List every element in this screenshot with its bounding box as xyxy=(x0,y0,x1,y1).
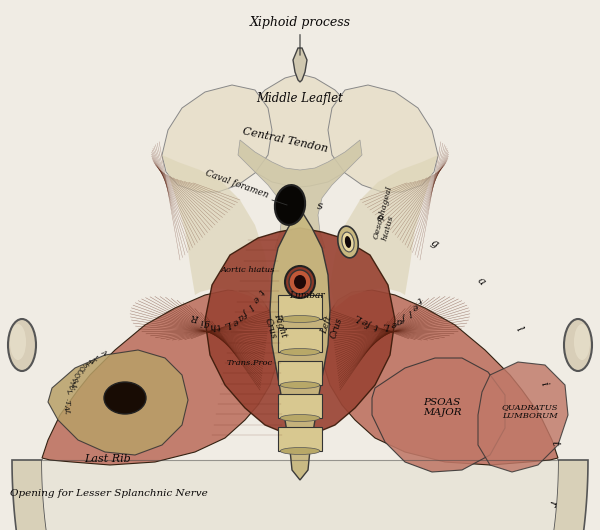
Text: a: a xyxy=(235,312,245,322)
Ellipse shape xyxy=(564,319,592,371)
Text: s: s xyxy=(317,201,324,211)
Text: t: t xyxy=(373,321,379,331)
Polygon shape xyxy=(12,460,588,530)
Text: O: O xyxy=(71,372,81,381)
Text: r: r xyxy=(546,500,557,507)
Text: Right
Crus: Right Crus xyxy=(262,313,288,342)
Text: Central Tendon: Central Tendon xyxy=(241,126,329,154)
Text: L: L xyxy=(63,408,71,413)
Text: e: e xyxy=(375,212,385,224)
Ellipse shape xyxy=(280,349,320,356)
Polygon shape xyxy=(372,358,505,472)
Polygon shape xyxy=(205,228,395,436)
Ellipse shape xyxy=(574,324,590,360)
Text: e: e xyxy=(230,316,239,326)
Ellipse shape xyxy=(10,324,26,360)
Text: f: f xyxy=(241,307,250,317)
Text: l: l xyxy=(514,324,524,333)
Text: t: t xyxy=(215,321,221,331)
Text: l: l xyxy=(247,302,254,311)
Text: l: l xyxy=(407,307,412,317)
Text: Trans.Proc: Trans.Proc xyxy=(227,359,273,367)
Text: A: A xyxy=(62,404,71,409)
Polygon shape xyxy=(293,48,307,82)
Text: Middle Leaflet: Middle Leaflet xyxy=(257,92,343,105)
Text: f: f xyxy=(401,312,407,322)
Text: A: A xyxy=(87,356,96,365)
Ellipse shape xyxy=(104,382,146,414)
Polygon shape xyxy=(162,155,270,308)
Ellipse shape xyxy=(275,185,305,225)
Polygon shape xyxy=(328,85,438,192)
Polygon shape xyxy=(162,85,272,192)
Ellipse shape xyxy=(280,447,320,455)
Text: .: . xyxy=(63,397,71,400)
Text: L: L xyxy=(91,353,100,362)
Text: g: g xyxy=(203,320,210,329)
Polygon shape xyxy=(322,290,558,465)
Ellipse shape xyxy=(280,414,320,421)
Text: L: L xyxy=(64,387,73,394)
Text: S: S xyxy=(80,361,89,370)
Text: O: O xyxy=(76,365,86,374)
Text: T: T xyxy=(83,359,92,367)
Polygon shape xyxy=(278,328,322,352)
Text: A: A xyxy=(100,348,108,358)
Ellipse shape xyxy=(342,232,354,252)
Text: Lumbar: Lumbar xyxy=(289,291,325,300)
Text: t: t xyxy=(550,440,560,446)
Ellipse shape xyxy=(285,266,315,298)
Text: Left
Crus: Left Crus xyxy=(319,314,344,340)
Text: t: t xyxy=(255,286,265,295)
Ellipse shape xyxy=(8,319,36,371)
Text: g: g xyxy=(429,237,440,250)
Text: f: f xyxy=(368,319,374,329)
Polygon shape xyxy=(278,427,322,451)
Text: PSOAS
MAJOR: PSOAS MAJOR xyxy=(422,398,461,417)
Text: Xiphoid process: Xiphoid process xyxy=(250,16,350,55)
Polygon shape xyxy=(278,394,322,418)
Polygon shape xyxy=(48,350,188,455)
Ellipse shape xyxy=(294,275,306,289)
Text: L: L xyxy=(224,319,234,329)
Text: e: e xyxy=(361,316,370,326)
Text: Last Rib: Last Rib xyxy=(85,454,131,464)
Text: T: T xyxy=(62,400,71,405)
Text: a: a xyxy=(476,275,487,287)
Text: R: R xyxy=(191,312,200,322)
Polygon shape xyxy=(278,295,322,319)
Polygon shape xyxy=(42,290,278,465)
Text: i: i xyxy=(199,316,203,325)
Polygon shape xyxy=(278,361,322,385)
Polygon shape xyxy=(478,362,568,472)
Text: i: i xyxy=(538,381,548,387)
Polygon shape xyxy=(238,74,362,187)
Ellipse shape xyxy=(345,236,351,248)
Text: L: L xyxy=(384,321,391,330)
Ellipse shape xyxy=(280,382,320,388)
Text: Aortic hiatus: Aortic hiatus xyxy=(221,266,275,274)
Text: a: a xyxy=(395,316,402,326)
Ellipse shape xyxy=(289,270,311,294)
Text: Opening for Lesser Splanchnic Nerve: Opening for Lesser Splanchnic Nerve xyxy=(10,489,208,498)
Text: Oesophageal
hiatus: Oesophageal hiatus xyxy=(372,184,403,242)
Ellipse shape xyxy=(338,226,358,258)
Text: C: C xyxy=(74,368,83,377)
Ellipse shape xyxy=(280,315,320,322)
Text: QUADRATUS
LUMBORUM: QUADRATUS LUMBORUM xyxy=(502,403,558,420)
Polygon shape xyxy=(270,210,330,480)
Text: U: U xyxy=(65,383,75,391)
Text: e: e xyxy=(250,294,260,304)
Text: e: e xyxy=(410,301,419,311)
Text: Caval foramen: Caval foramen xyxy=(205,169,270,200)
Text: L: L xyxy=(355,312,365,323)
Text: B: B xyxy=(69,376,79,384)
Text: e: e xyxy=(391,320,396,329)
Text: M: M xyxy=(67,378,77,388)
Text: h: h xyxy=(209,321,216,330)
Polygon shape xyxy=(238,140,362,255)
Polygon shape xyxy=(42,460,558,530)
Polygon shape xyxy=(330,155,438,308)
Text: t: t xyxy=(416,294,423,304)
